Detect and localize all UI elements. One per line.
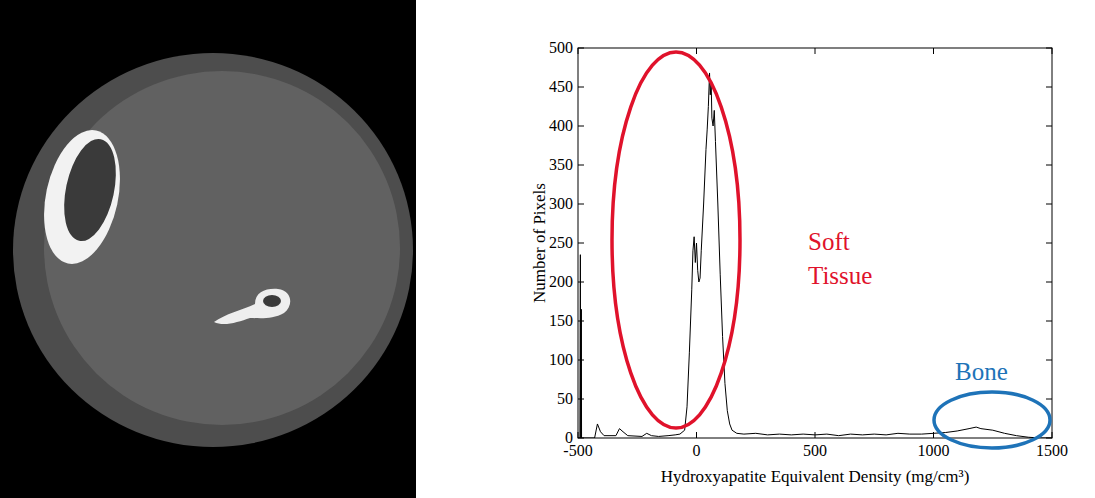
x-tick-top — [578, 48, 579, 54]
ct-fibula — [214, 289, 290, 324]
y-tick-right — [1046, 87, 1052, 88]
annotation-label: Bone — [955, 358, 1008, 385]
y-tick-right — [1046, 321, 1052, 322]
y-axis-title: Number of Pixels — [530, 183, 549, 303]
ct-background — [0, 0, 416, 498]
x-tick-top — [815, 48, 816, 54]
y-tick — [578, 204, 584, 205]
annotation-line: Tissue — [808, 262, 872, 289]
y-tick — [578, 126, 584, 127]
y-tick-label: 0 — [565, 429, 573, 446]
y-tick-right — [1046, 204, 1052, 205]
y-tick-label: 350 — [549, 156, 573, 173]
y-tick-label: 400 — [549, 117, 573, 134]
x-tick — [696, 432, 697, 438]
y-tick — [578, 48, 584, 49]
series-group — [578, 73, 1052, 438]
y-tick-right — [1046, 48, 1052, 49]
background — [0, 0, 1095, 498]
y-tick-right — [1046, 399, 1052, 400]
y-tick-label: 100 — [549, 351, 573, 368]
x-tick-top — [933, 48, 934, 54]
x-tick — [933, 432, 934, 438]
y-tick — [578, 243, 584, 244]
annotations: Soft Tissue Bone — [612, 52, 1050, 448]
ct-image — [0, 0, 416, 498]
x-tick — [578, 432, 579, 438]
y-tick — [578, 399, 584, 400]
x-tick-label: 0 — [693, 442, 701, 459]
x-tick-top — [1052, 48, 1053, 54]
x-tick-label: 1000 — [918, 442, 950, 459]
y-tick — [578, 165, 584, 166]
y-tick-right — [1046, 438, 1052, 439]
y-tick-label: 150 — [549, 312, 573, 329]
x-tick — [815, 432, 816, 438]
y-tick — [578, 360, 584, 361]
ct-skin — [13, 53, 413, 447]
y-tick — [578, 321, 584, 322]
y-tick-right — [1046, 165, 1052, 166]
annotation-line: Soft — [808, 228, 850, 255]
y-tick-label: 200 — [549, 273, 573, 290]
figure: -500050010001500050100150200250300350400… — [0, 0, 1095, 498]
x-tick-label: 1500 — [1036, 442, 1068, 459]
annotation-line: Bone — [955, 358, 1008, 385]
y-tick-label: 50 — [557, 390, 573, 407]
y-tick-right — [1046, 126, 1052, 127]
ct-tibia-marrow — [56, 134, 125, 246]
y-tick-label: 300 — [549, 195, 573, 212]
x-axis-title: Hydroxyapatite Equivalent Density (mg/cm… — [661, 467, 970, 486]
histogram-line — [578, 73, 1052, 438]
x-tick — [1052, 432, 1053, 438]
y-tick-right — [1046, 282, 1052, 283]
y-tick-right — [1046, 243, 1052, 244]
y-tick — [578, 438, 584, 439]
annotation-label: Soft Tissue — [808, 228, 872, 289]
ct-fibula-marrow — [263, 295, 281, 307]
annotation-ellipse — [934, 392, 1050, 448]
chart: -500050010001500050100150200250300350400… — [530, 39, 1068, 486]
x-tick-label: 500 — [803, 442, 827, 459]
y-tick-label: 250 — [549, 234, 573, 251]
ct-tibia — [33, 123, 132, 271]
y-tick-label: 500 — [549, 39, 573, 56]
y-tick — [578, 87, 584, 88]
y-tick — [578, 282, 584, 283]
plot-area — [578, 48, 1052, 438]
y-tick-label: 450 — [549, 78, 573, 95]
y-tick-right — [1046, 360, 1052, 361]
plot-frame — [578, 48, 1052, 438]
x-tick-top — [696, 48, 697, 54]
annotation-ellipse — [612, 52, 740, 428]
